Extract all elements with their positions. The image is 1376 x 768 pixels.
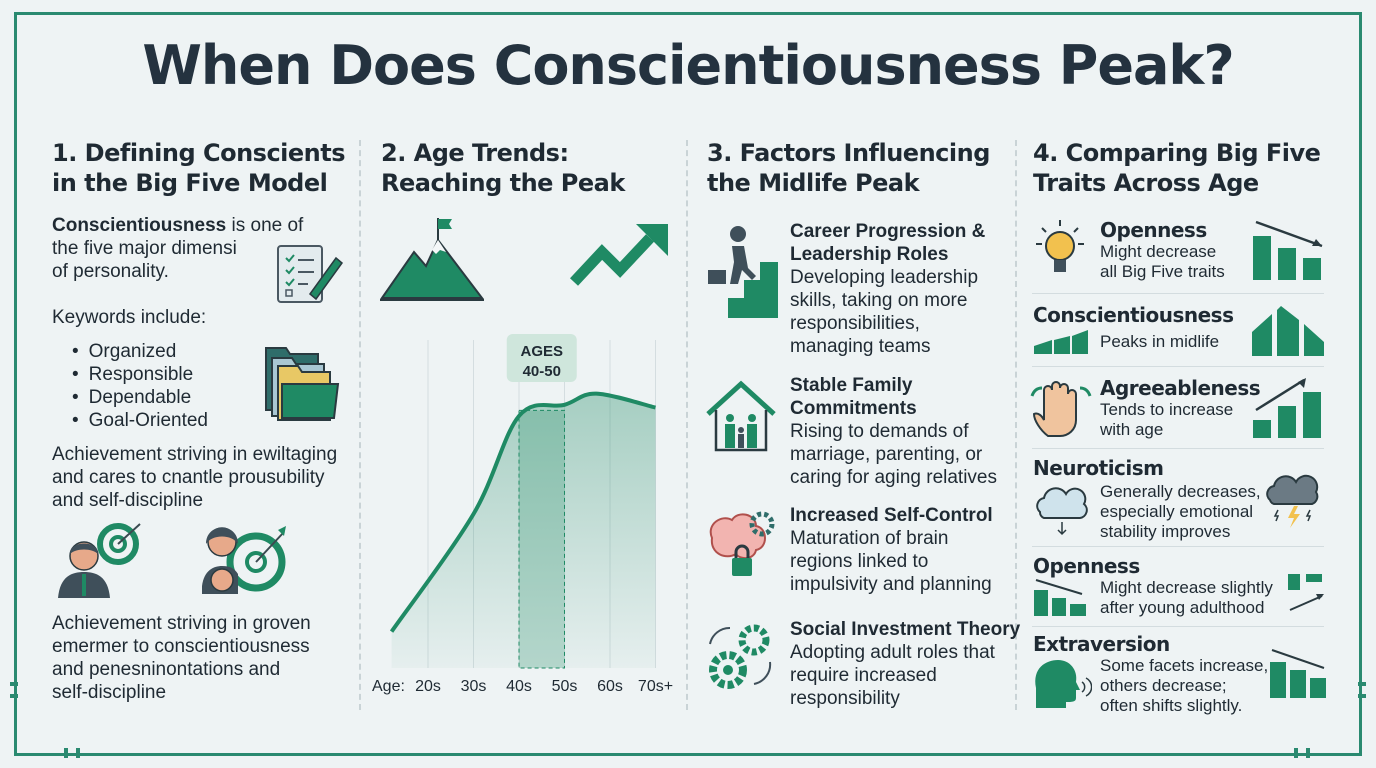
chart-area-fill xyxy=(391,393,656,668)
section-heading: 3. Factors Influencing the Midlife Peak xyxy=(707,139,990,197)
infographic-frame xyxy=(14,12,1362,756)
achievement-paragraph-1: Achievement striving in ewiltaging and ca… xyxy=(52,444,338,511)
column-divider xyxy=(1015,140,1017,710)
peak-label-line1: AGES xyxy=(520,343,563,360)
peak-label-box xyxy=(506,334,577,382)
increasing-bars-icon xyxy=(1253,378,1321,438)
section-defining: 1. Defining Conscients in the Big Five Mo… xyxy=(52,138,346,198)
trait-openness-2-name: Openness xyxy=(1033,554,1140,578)
rising-bars-icon xyxy=(1034,330,1088,354)
achievement-paragraph-2: Achievement striving in groven emermer to… xyxy=(52,613,311,703)
keyword-item: Organized xyxy=(72,340,208,363)
trait-neuroticism-desc: Generally decreases, especially emotional… xyxy=(1100,482,1261,541)
x-tick-label: 50s xyxy=(552,678,578,695)
x-tick-label: 40s xyxy=(506,678,532,695)
frame-ornament xyxy=(1358,694,1366,698)
keyword-item: Goal-Oriented xyxy=(72,409,208,432)
checklist-pencil-icon xyxy=(277,245,344,303)
section-age-trends: 2. Age Trends: Reaching the Peak xyxy=(381,138,625,198)
trait-separator xyxy=(1032,293,1324,294)
frame-ornament xyxy=(1358,682,1366,686)
section-heading: 1. Defining Conscients in the Big Five Mo… xyxy=(52,139,346,197)
decreasing-bars-icon xyxy=(1253,220,1323,280)
peak-highlight-band xyxy=(518,409,565,669)
trait-separator xyxy=(1032,626,1324,627)
decreasing-bars-icon xyxy=(1270,649,1326,698)
keyword-item: Dependable xyxy=(72,386,208,409)
folders-icon xyxy=(265,347,340,421)
trend-up-arrow-icon xyxy=(570,224,668,286)
x-tick-label: 30s xyxy=(461,678,487,695)
page-title: When Does Conscientiousness Peak? xyxy=(142,34,1234,97)
factor-family: Stable Family Commitments Rising to deman… xyxy=(790,375,997,488)
conscientiousness-line xyxy=(389,391,656,633)
trait-openness-2-desc: Might decrease slightly after young adult… xyxy=(1100,578,1273,617)
factor-self-control: Increased Self-Control Maturation of bra… xyxy=(790,505,993,595)
x-tick-label: 20s xyxy=(415,678,441,695)
intro-text: Conscientiousness is one of the five maj… xyxy=(52,215,304,282)
frame-ornament xyxy=(10,682,18,686)
section-comparing: 4. Comparing Big Five Traits Across Age xyxy=(1033,138,1321,198)
trait-conscientiousness-desc: Peaks in midlife xyxy=(1100,332,1220,351)
decreasing-bars-small-icon xyxy=(1034,579,1086,616)
trait-separator xyxy=(1032,448,1324,449)
speaking-head-icon xyxy=(1035,660,1092,708)
storm-cloud-icon xyxy=(1266,474,1319,528)
x-axis-label: Age: xyxy=(372,678,405,695)
trait-extraversion-desc: Some facets increase, others decrease; oft… xyxy=(1100,656,1269,715)
cloud-down-icon xyxy=(1036,487,1088,536)
gears-icon xyxy=(709,624,772,689)
trait-extraversion-name: Extraversion xyxy=(1033,632,1170,656)
frame-ornament xyxy=(64,748,68,758)
peak-bars-icon xyxy=(1252,306,1324,356)
raised-hand-icon xyxy=(1030,381,1092,437)
section-factors: 3. Factors Influencing the Midlife Peak xyxy=(707,138,990,198)
trait-openness: Openness Might decrease all Big Five trai… xyxy=(1100,218,1225,281)
keyword-item: Responsible xyxy=(72,363,208,386)
age-trend-chart: AGES 40-50 Age: 20s 30s 40s 50s 60s 70s+ xyxy=(372,334,673,695)
x-tick-label: 60s xyxy=(597,678,623,695)
family-target-icon xyxy=(202,526,286,594)
mountain-flag-icon xyxy=(380,218,485,301)
column-divider xyxy=(359,140,361,710)
trait-separator xyxy=(1032,546,1324,547)
person-target-icon xyxy=(58,523,141,598)
mixed-bars-icon xyxy=(1288,574,1324,611)
section-heading: 4. Comparing Big Five Traits Across Age xyxy=(1033,139,1321,197)
trait-neuroticism-name: Neuroticism xyxy=(1033,456,1164,480)
peak-label-line2: 40-50 xyxy=(523,363,561,380)
factor-social-investment: Social Investment Theory Adopting adult … xyxy=(790,619,1021,709)
x-tick-label: 70s+ xyxy=(638,678,673,695)
factor-career: Career Progression & Leadership Roles Dev… xyxy=(790,221,986,357)
brain-lock-icon xyxy=(709,511,775,576)
family-house-icon xyxy=(706,380,776,452)
frame-ornament xyxy=(1306,748,1310,758)
trait-separator xyxy=(1032,366,1324,367)
lightbulb-icon xyxy=(1036,220,1084,272)
column-divider xyxy=(686,140,688,710)
keywords-label: Keywords include: xyxy=(52,307,207,328)
stairs-climber-icon xyxy=(708,226,778,318)
trait-agreeableness: Agreeableness Tends to increase with age xyxy=(1100,376,1261,439)
trait-conscientiousness-name: Conscientiousness xyxy=(1033,303,1234,327)
section-heading: 2. Age Trends: Reaching the Peak xyxy=(381,139,625,197)
frame-ornament xyxy=(10,694,18,698)
frame-ornament xyxy=(76,748,80,758)
keywords-list: Organized Responsible Dependable Goal-Or… xyxy=(72,340,208,432)
frame-ornament xyxy=(1294,748,1298,758)
